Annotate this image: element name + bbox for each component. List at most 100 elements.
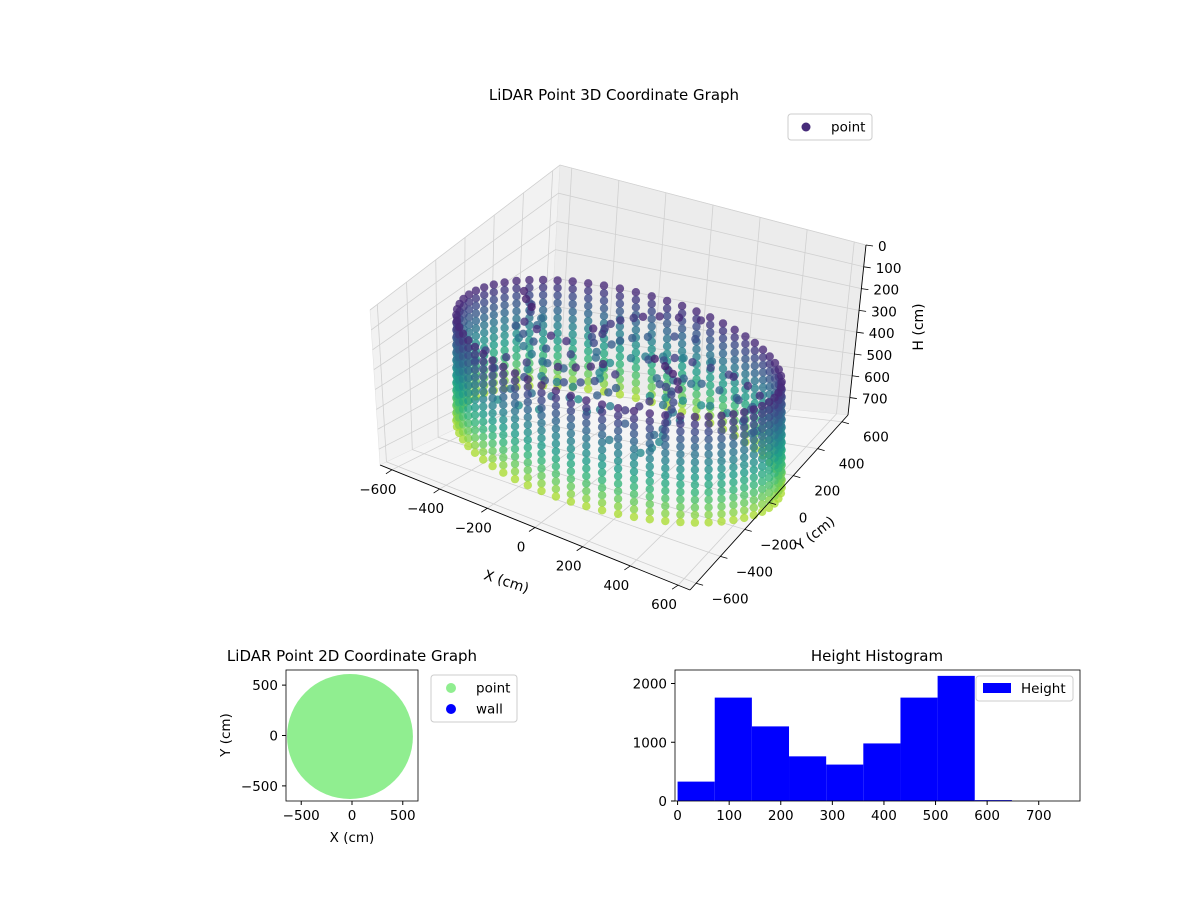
grid-line-h	[372, 220, 862, 351]
scatter-3d-point	[749, 443, 758, 452]
scatter-3d-point	[479, 387, 488, 396]
scatter-3d-point	[704, 442, 713, 452]
scatter-3d-point	[584, 354, 593, 363]
scatter-3d-point	[677, 332, 687, 341]
scatter-3d-point	[729, 447, 738, 457]
scatter-3d-point	[645, 500, 654, 509]
scatter-3d-point	[758, 353, 768, 362]
scatter-3d-point	[662, 319, 672, 328]
scatter-3d-point	[677, 362, 687, 371]
scatter-3d-point	[774, 365, 783, 374]
scatter-3d-point	[750, 353, 759, 363]
y-axis-line	[689, 414, 849, 591]
scatter-3d-point	[749, 420, 758, 429]
scatter-3d-point	[471, 309, 481, 318]
scatter-3d-point	[488, 371, 497, 380]
scatter-3d-point	[500, 300, 509, 310]
scatter-3d-point	[499, 430, 508, 440]
scatter-3d-point	[566, 482, 576, 491]
scatter-3d-point	[597, 475, 607, 485]
scatter-3d-point	[729, 493, 738, 502]
scatter-3d-point	[500, 316, 509, 325]
scatter-3d-point	[729, 515, 738, 525]
x-tick-label: −200	[455, 520, 492, 536]
scatter-3d-point	[704, 503, 713, 512]
scatter-3d-point	[729, 410, 738, 419]
scatter-3d-point	[717, 434, 726, 443]
scatter-3d-point	[537, 464, 546, 473]
scatter-3d-point	[749, 488, 758, 497]
scatter-3d-point	[613, 471, 623, 481]
scatter-3d-point	[741, 369, 750, 379]
scatter-3d-point	[613, 502, 623, 511]
scatter-3d-point	[553, 306, 562, 315]
scatter-3d-point	[537, 471, 546, 481]
scatter-3d-point	[597, 400, 607, 409]
scatter-3d-point	[706, 313, 715, 322]
scatter-3d-point	[532, 324, 541, 334]
scatter-3d-point	[690, 473, 700, 482]
scatter-3d-point	[740, 453, 749, 462]
histogram-bar	[900, 697, 938, 801]
h-tick-label: 200	[873, 283, 899, 299]
scatter-3d-point	[750, 384, 759, 393]
scatter-3d-point	[764, 405, 774, 414]
h-tick	[861, 288, 869, 290]
grid-line-y	[541, 387, 842, 423]
scatter-3d-point	[718, 319, 728, 328]
scatter-3d-point	[757, 439, 767, 448]
scatter-3d-point	[706, 363, 715, 372]
scatter-3d-point	[537, 396, 546, 405]
scatter-3d-point	[615, 307, 625, 316]
scatter-3d-point	[489, 340, 498, 350]
scatter-3d-point	[479, 410, 488, 419]
histogram-bar	[826, 764, 864, 801]
grid-line-x	[559, 168, 573, 387]
scatter-3d-point	[499, 393, 508, 402]
scatter-3d-point	[764, 443, 774, 452]
scatter-3d-point	[757, 469, 767, 479]
x-tick-label-hist: 500	[923, 808, 949, 824]
scatter-3d-point	[764, 420, 774, 429]
scatter-3d-point	[770, 358, 780, 368]
scatter-3d-point	[628, 333, 637, 343]
scatter-3d-point	[613, 441, 623, 451]
scatter-3d-point	[647, 307, 656, 316]
y-tick-label: −200	[760, 537, 797, 553]
scatter-3d-point	[749, 412, 758, 422]
scatter-3d-point	[551, 394, 561, 403]
scatter-3d-point	[718, 379, 728, 388]
histogram-frame	[674, 669, 1081, 802]
x-tick-label: 0	[517, 540, 526, 556]
scatter-3d-point	[538, 298, 548, 307]
scatter-3d-point	[597, 483, 607, 492]
scatter-3d-point	[706, 343, 715, 352]
scatter-3d-point	[765, 352, 774, 361]
scatter-3d-point	[750, 338, 759, 348]
scatter-3d-point	[597, 506, 607, 515]
scatter-3d-point	[692, 307, 701, 316]
histogram-bar	[751, 726, 790, 801]
scatter-3d-point	[645, 424, 654, 433]
scatter-3d-point	[741, 354, 750, 364]
grid-line-y	[376, 304, 387, 462]
legend-3d-frame	[787, 113, 873, 141]
scatter-3d-point	[679, 374, 688, 383]
scatter-3d-point	[729, 478, 738, 487]
scatter-3d-point	[615, 292, 625, 301]
y-tick	[817, 448, 825, 452]
scatter-3d-point	[500, 338, 509, 348]
scatter-3d-point	[629, 459, 639, 469]
scatter-3d-point	[537, 411, 546, 420]
scatter-3d-point	[590, 376, 599, 386]
y-tick	[841, 421, 850, 425]
scatter-3d-point	[676, 502, 685, 512]
scatter-3d-point	[613, 494, 623, 503]
scatter-3d-point	[464, 366, 473, 375]
x-tick-label-2d: 0	[348, 808, 357, 824]
scatter-3d-point	[631, 325, 641, 335]
scatter-3d-point	[470, 342, 480, 352]
legend-2d-label-wall: wall	[476, 702, 503, 718]
scatter-3d-point	[661, 418, 670, 428]
scatter-3d-point	[706, 328, 715, 337]
